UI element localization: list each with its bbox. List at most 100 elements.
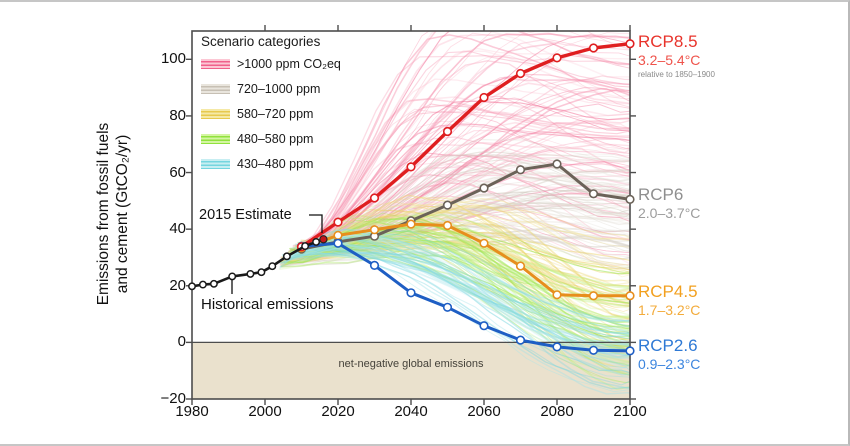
legend-item-label: 720–1000 ppm <box>237 82 321 96</box>
axis-ticks <box>186 25 636 405</box>
legend-swatch-gray-icon <box>201 84 230 94</box>
rcp26-temp-range: 0.9–2.3°C <box>638 355 701 372</box>
historical-point-marker <box>188 282 196 291</box>
data-point-marker <box>479 92 489 103</box>
rcp6-label: RCP6 2.0–3.7°C <box>638 186 700 221</box>
data-point-marker <box>515 335 526 345</box>
y-axis-title-line1: Emissions from fossil fuels <box>95 122 112 306</box>
legend-swatch-cyan-icon <box>201 159 230 169</box>
legend-item-gt1000ppm: >1000 ppm CO₂eq <box>201 57 341 71</box>
y-tick-label: 20 <box>169 276 186 294</box>
legend-swatch-yellow-icon <box>201 109 230 119</box>
data-point-marker <box>369 225 380 235</box>
data-point-marker <box>625 194 635 204</box>
legend-item-label: 430–480 ppm <box>237 157 314 171</box>
y-axis-title: Emissions from fossil fuels and cement (… <box>94 123 132 306</box>
rcp85-name: RCP8.5 <box>638 32 698 51</box>
y-tick-label: 40 <box>169 220 186 238</box>
legend-title: Scenario categories <box>201 34 321 49</box>
x-tick-label: 2000 <box>248 403 282 420</box>
rcp26-name: RCP2.6 <box>638 336 698 355</box>
data-point-marker <box>588 43 599 53</box>
legend-item-480-580ppm: 480–580 ppm <box>201 132 341 146</box>
historical-point-marker <box>257 268 266 277</box>
rcp45-label: RCP4.5 1.7–3.2°C <box>638 283 700 318</box>
y-tick-label: 60 <box>169 163 186 181</box>
legend-item-580-720ppm: 580–720 ppm <box>201 107 341 121</box>
historical-point-marker <box>198 280 207 289</box>
data-point-marker <box>369 260 380 271</box>
series-rcp26 <box>296 238 635 356</box>
historical-point-marker <box>268 262 277 271</box>
historical-point-marker <box>228 272 237 281</box>
legend-item-430-480ppm: 430–480 ppm <box>201 157 341 171</box>
data-point-marker <box>442 200 453 210</box>
data-point-marker <box>588 291 599 301</box>
rcp85-temp-range: 3.2–5.4°C <box>638 51 701 68</box>
annotation-2015-estimate: 2015 Estimate <box>199 207 292 223</box>
data-point-marker <box>333 230 343 240</box>
data-point-marker <box>369 193 380 203</box>
annotation-net-negative: net-negative global emissions <box>338 358 484 370</box>
data-point-marker <box>625 291 635 301</box>
data-point-marker <box>515 165 526 175</box>
rcp85-label: RCP8.5 3.2–5.4°C relative to 1850–1900 <box>638 33 715 79</box>
y-tick-label: 100 <box>160 50 186 68</box>
data-point-marker <box>625 39 635 49</box>
historical-point-marker <box>209 279 218 288</box>
y-tick-label: 80 <box>169 106 186 124</box>
annotation-historical-emissions: Historical emissions <box>201 296 334 313</box>
series-rcp85 <box>296 39 635 252</box>
x-tick-label: 2040 <box>394 403 428 420</box>
data-point-marker <box>588 345 599 355</box>
series-historical <box>188 235 328 291</box>
data-point-marker <box>552 290 562 300</box>
historical-point-marker <box>282 252 291 261</box>
x-tick-label: 1980 <box>175 403 209 420</box>
legend-item-720-1000ppm: 720–1000 ppm <box>201 82 341 96</box>
data-point-marker <box>515 261 526 271</box>
x-tick-label: 2060 <box>467 403 501 420</box>
data-point-marker <box>406 219 416 229</box>
legend-item-label: 480–580 ppm <box>237 132 314 146</box>
data-point-marker <box>479 238 489 248</box>
data-point-marker <box>442 302 453 312</box>
data-point-marker <box>333 217 343 227</box>
data-point-marker <box>442 126 453 137</box>
data-point-marker <box>442 220 453 231</box>
data-point-marker <box>406 162 416 172</box>
data-point-marker <box>479 321 489 331</box>
data-point-marker <box>479 183 489 193</box>
data-point-marker <box>588 189 599 199</box>
y-tick-label: 0 <box>177 333 186 351</box>
rcp26-label: RCP2.6 0.9–2.3°C <box>638 337 700 372</box>
x-tick-label: 2020 <box>321 403 355 420</box>
legend-item-label: >1000 ppm CO₂eq <box>237 57 341 71</box>
data-point-marker <box>625 346 635 356</box>
data-point-marker <box>333 238 343 248</box>
estimate-2015-marker <box>319 235 328 244</box>
annotation-pointers <box>231 214 323 294</box>
series-rcp45 <box>296 219 635 301</box>
legend-swatch-green-icon <box>201 134 230 144</box>
legend-swatch-pink-icon <box>201 59 230 69</box>
rcp45-temp-range: 1.7–3.2°C <box>638 301 701 318</box>
historical-point-marker <box>301 242 310 251</box>
historical-point-marker <box>312 237 321 246</box>
y-tick-label: −20 <box>160 390 186 407</box>
net-negative-band <box>192 342 630 399</box>
historical-point-marker <box>246 269 255 278</box>
data-point-marker <box>552 159 562 169</box>
data-point-marker <box>515 68 526 79</box>
x-tick-label: 2100 <box>613 403 647 420</box>
data-point-marker <box>406 288 416 298</box>
legend-item-label: 580–720 ppm <box>237 107 314 121</box>
data-point-marker <box>552 342 562 352</box>
scenario-legend: Scenario categories >1000 ppm CO₂eq 720–… <box>201 34 341 183</box>
x-tick-label: 2080 <box>540 403 574 420</box>
rcp6-name: RCP6 <box>638 185 684 204</box>
data-point-marker <box>552 53 562 63</box>
rcp85-note: relative to 1850–1900 <box>638 69 715 79</box>
